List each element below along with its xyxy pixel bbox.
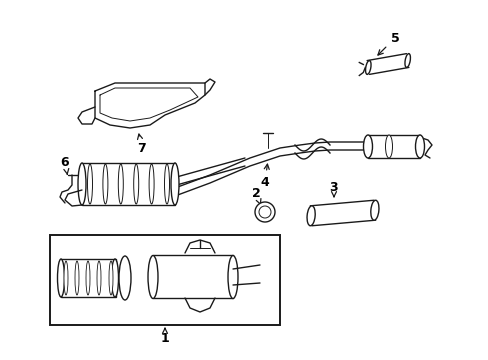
Ellipse shape: [86, 261, 90, 295]
Ellipse shape: [133, 164, 139, 204]
Text: 1: 1: [160, 328, 169, 345]
Ellipse shape: [75, 261, 79, 295]
Bar: [50, 235, 280, 325]
Bar: [82, 163, 175, 205]
Ellipse shape: [259, 206, 270, 218]
Bar: [153, 255, 232, 298]
Ellipse shape: [64, 261, 68, 295]
Text: 6: 6: [61, 156, 69, 174]
Bar: [61, 259, 116, 297]
Ellipse shape: [119, 256, 131, 300]
Ellipse shape: [164, 164, 169, 204]
Ellipse shape: [87, 164, 92, 204]
Ellipse shape: [102, 164, 108, 204]
Ellipse shape: [97, 261, 101, 295]
Ellipse shape: [171, 163, 179, 205]
Ellipse shape: [149, 164, 154, 204]
Text: 7: 7: [137, 134, 146, 154]
Ellipse shape: [78, 163, 86, 205]
Ellipse shape: [109, 261, 113, 295]
Ellipse shape: [404, 54, 409, 67]
Ellipse shape: [58, 259, 64, 297]
Ellipse shape: [111, 259, 118, 297]
Ellipse shape: [365, 60, 370, 75]
Ellipse shape: [148, 256, 158, 298]
Text: 2: 2: [251, 186, 261, 205]
Ellipse shape: [306, 206, 315, 226]
Bar: [367, 135, 419, 158]
Text: 5: 5: [377, 32, 399, 55]
Ellipse shape: [227, 256, 238, 298]
Text: 4: 4: [260, 164, 269, 189]
Ellipse shape: [385, 135, 392, 158]
Text: 3: 3: [329, 180, 338, 197]
Ellipse shape: [415, 135, 424, 158]
Ellipse shape: [118, 164, 123, 204]
Ellipse shape: [363, 135, 372, 158]
Ellipse shape: [370, 200, 378, 220]
Ellipse shape: [254, 202, 274, 222]
